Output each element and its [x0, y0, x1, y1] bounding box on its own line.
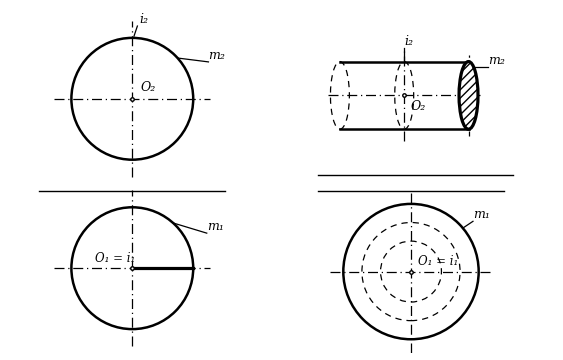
Text: m₁: m₁	[473, 208, 490, 221]
Text: m₂: m₂	[208, 49, 225, 62]
Text: i₂: i₂	[404, 35, 413, 48]
Text: O₂: O₂	[141, 81, 156, 94]
Text: O₁ = i₁: O₁ = i₁	[95, 252, 135, 265]
Text: O₁ = i₁: O₁ = i₁	[418, 255, 458, 268]
Text: m₁: m₁	[207, 220, 224, 233]
Ellipse shape	[459, 62, 478, 129]
Text: O₂: O₂	[411, 100, 426, 113]
Text: i₂: i₂	[139, 13, 148, 26]
Text: m₂: m₂	[488, 54, 505, 67]
